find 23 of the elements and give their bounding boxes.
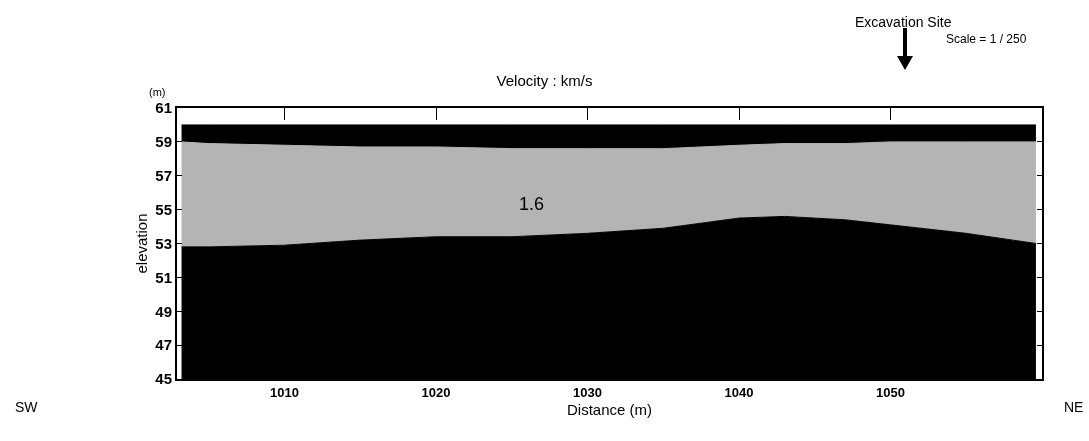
y-tick-label: 57 [155, 167, 172, 184]
text: SW [15, 399, 39, 415]
x-tick-label: 1010 [270, 384, 300, 400]
y-tick-label: 61 [155, 99, 172, 117]
y-tick-label: 55 [155, 200, 172, 218]
y-tick-label: 51 [155, 268, 172, 286]
y-tick-label: 47 [155, 336, 172, 354]
x-axis-title: Distance (m) [566, 401, 653, 419]
x-tick-label: 1020 [421, 384, 451, 400]
y-tick-label: 45 [155, 370, 172, 388]
annotation: 1.6 [519, 194, 545, 214]
y-tick-label: 53 [155, 234, 172, 252]
y-axis-title: elevation [133, 213, 151, 274]
text: Excavation Site [855, 14, 952, 30]
y-tick-label: 59 [155, 133, 172, 151]
text: NE [1064, 399, 1084, 415]
x-tick-label: 1040 [724, 384, 754, 400]
x-tick-label: 1050 [876, 384, 905, 400]
chart-title: Velocity : km/s [496, 72, 593, 89]
text: (m) [149, 86, 166, 98]
x-tick-label: 1030 [573, 384, 602, 400]
text: Scale = 1 / 250 [946, 32, 1027, 46]
y-tick-label: 49 [155, 302, 172, 320]
